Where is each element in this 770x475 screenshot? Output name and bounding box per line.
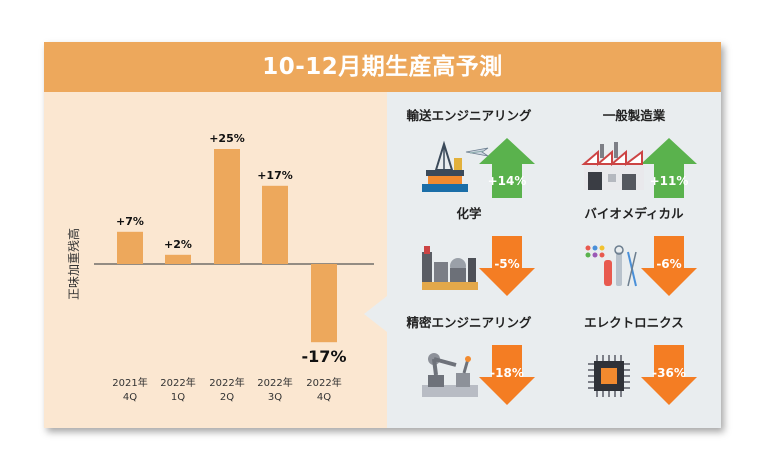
arrow-down-icon <box>641 236 697 296</box>
chemical-plant-icon <box>422 246 478 290</box>
arrow-down-icon <box>641 345 697 405</box>
bar-value-label: +17% <box>257 169 293 182</box>
category-label-quarter: 2Q <box>220 392 234 403</box>
sector-4: 精密エンジニアリング -18% <box>406 315 535 405</box>
sector-title: 輸送エンジニアリング <box>406 108 532 123</box>
bar-value-label: +7% <box>116 215 144 228</box>
y-axis-label: 正味加重残高 <box>66 228 81 300</box>
bar-value-label: +25% <box>209 132 245 145</box>
oil-rig-airplane-icon <box>422 140 489 192</box>
sector-title: 一般製造業 <box>603 108 666 123</box>
bar-value-label: +2% <box>164 238 192 251</box>
sector-value: -5% <box>494 257 519 271</box>
header-bar: 10-12月期生産高予測 <box>44 42 721 92</box>
sector-value: -18% <box>490 366 524 380</box>
category-label-year: 2022年 <box>306 376 341 389</box>
robot-arm-icon <box>422 353 478 397</box>
sector-0: 輸送エンジニアリング +14% <box>406 108 535 198</box>
sector-title: バイオメディカル <box>584 206 684 221</box>
category-label-quarter: 1Q <box>171 392 185 403</box>
bar-3 <box>262 185 288 264</box>
page-title: 10-12月期生産高予測 <box>262 54 503 80</box>
category-label-quarter: 3Q <box>268 392 282 403</box>
sector-grid: 輸送エンジニアリング +14% 一般製造業 +11% 化学 -5% バイオメディカル -6% 精… <box>406 108 697 405</box>
category-label-quarter: 4Q <box>317 392 331 403</box>
factory-icon <box>581 142 644 190</box>
arrow-up-icon <box>479 138 535 198</box>
sector-value: +14% <box>488 174 527 188</box>
bar-0 <box>117 231 143 264</box>
arrow-up-icon <box>641 138 697 198</box>
sector-title: 化学 <box>456 206 482 221</box>
lab-tools-icon <box>585 245 637 287</box>
arrow-down-icon <box>479 345 535 405</box>
sector-5: エレクトロニクス -36% <box>584 315 697 405</box>
sector-2: 化学 -5% <box>422 206 535 296</box>
bar-1 <box>165 254 191 264</box>
sector-1: 一般製造業 +11% <box>581 108 697 198</box>
category-label-quarter: 4Q <box>123 392 137 403</box>
arrow-down-icon <box>479 236 535 296</box>
category-label-year: 2022年 <box>160 376 195 389</box>
category-label-year: 2021年 <box>112 376 147 389</box>
bar-2 <box>214 149 240 264</box>
sector-value: -36% <box>652 366 686 380</box>
category-label-year: 2022年 <box>209 376 244 389</box>
sector-3: バイオメディカル -6% <box>584 206 697 296</box>
category-label-year: 2022年 <box>257 376 292 389</box>
bar-4 <box>311 264 337 343</box>
sector-title: エレクトロニクス <box>584 315 684 330</box>
sector-title: 精密エンジニアリング <box>406 315 532 330</box>
sector-value: +11% <box>650 174 689 188</box>
forecast-card: 10-12月期生産高予測 正味加重残高 +7% 2021年 4Q +2% 2022年 1Q +… <box>44 42 721 428</box>
bar-value-label: -17% <box>302 347 347 366</box>
callout-notch <box>364 296 387 332</box>
sector-value: -6% <box>656 257 681 271</box>
bar-chart: 正味加重残高 +7% 2021年 4Q +2% 2022年 1Q +25% 2022年 2Q +17… <box>66 132 374 403</box>
microchip-icon <box>588 355 630 397</box>
